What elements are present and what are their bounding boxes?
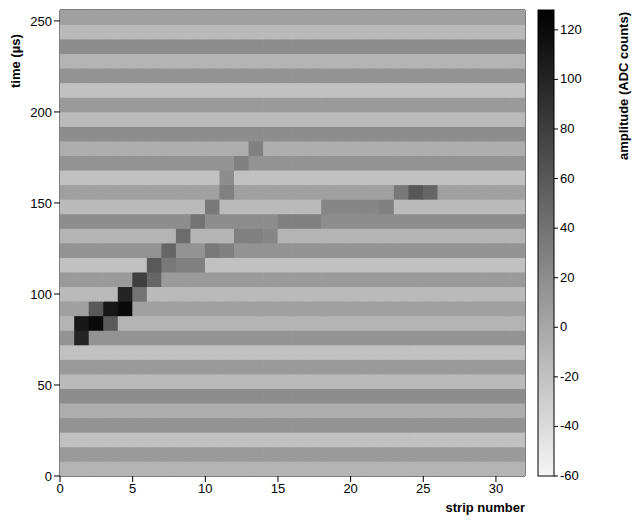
svg-text:80: 80	[560, 121, 574, 136]
svg-text:-20: -20	[560, 369, 579, 384]
svg-text:60: 60	[560, 171, 574, 186]
svg-text:100: 100	[30, 287, 52, 302]
svg-text:10: 10	[198, 481, 212, 496]
svg-text:0: 0	[56, 481, 63, 496]
svg-text:20: 20	[343, 481, 357, 496]
svg-text:strip number: strip number	[446, 500, 525, 515]
svg-text:150: 150	[30, 196, 52, 211]
svg-text:200: 200	[30, 105, 52, 120]
svg-text:15: 15	[271, 481, 285, 496]
svg-text:40: 40	[560, 220, 574, 235]
svg-text:0: 0	[560, 319, 567, 334]
svg-text:25: 25	[416, 481, 430, 496]
svg-text:-60: -60	[560, 468, 579, 483]
svg-text:0: 0	[45, 469, 52, 484]
svg-text:250: 250	[30, 14, 52, 29]
svg-text:-40: -40	[560, 418, 579, 433]
svg-text:120: 120	[560, 22, 582, 37]
svg-text:50: 50	[38, 378, 52, 393]
svg-text:5: 5	[129, 481, 136, 496]
svg-text:amplitude (ADC counts): amplitude (ADC counts)	[616, 12, 631, 160]
svg-text:time (µs): time (µs)	[8, 34, 23, 88]
svg-text:20: 20	[560, 270, 574, 285]
svg-text:30: 30	[489, 481, 503, 496]
svg-text:100: 100	[560, 71, 582, 86]
